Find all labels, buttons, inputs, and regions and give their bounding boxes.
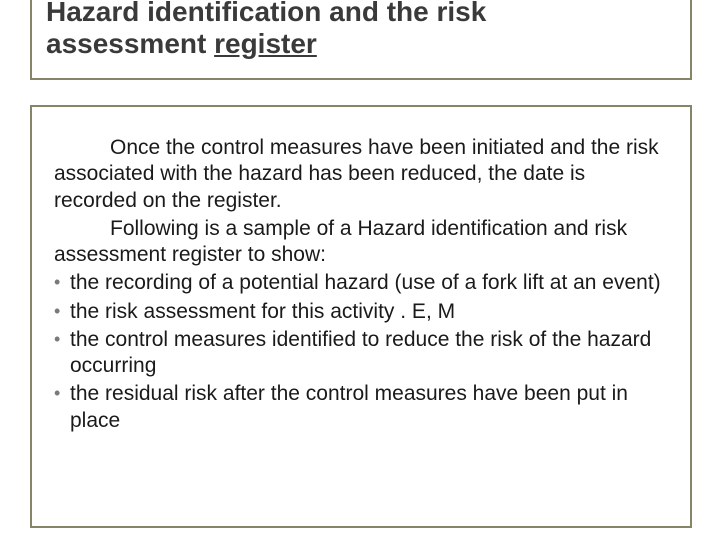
bullet-text: the recording of a potential hazard (use…: [70, 270, 668, 296]
paragraph-1-text: Once the control measures have been init…: [54, 136, 659, 212]
list-item: • the risk assessment for this activity …: [54, 299, 668, 325]
bullet-icon: •: [54, 299, 70, 323]
bullet-text: the residual risk after the control meas…: [70, 381, 668, 434]
list-item: • the control measures identified to red…: [54, 327, 668, 380]
bullet-icon: •: [54, 381, 70, 405]
bullet-icon: •: [54, 327, 70, 351]
page-title: Hazard identification and the risk asses…: [46, 0, 676, 60]
paragraph-1: Once the control measures have been init…: [54, 135, 668, 214]
list-item: • the residual risk after the control me…: [54, 381, 668, 434]
bullet-text: the risk assessment for this activity . …: [70, 299, 668, 325]
title-line-1: Hazard identification and the risk: [46, 0, 486, 27]
bullet-text: the control measures identified to reduc…: [70, 327, 668, 380]
title-line-2-plain: assessment: [46, 28, 214, 59]
body-container: Once the control measures have been init…: [30, 105, 692, 528]
paragraph-2-text: Following is a sample of a Hazard identi…: [54, 217, 627, 266]
bullet-list: • the recording of a potential hazard (u…: [54, 270, 668, 434]
list-item: • the recording of a potential hazard (u…: [54, 270, 668, 296]
paragraph-2: Following is a sample of a Hazard identi…: [54, 216, 668, 269]
title-container: Hazard identification and the risk asses…: [30, 0, 692, 80]
title-line-2-underlined: register: [214, 28, 317, 59]
bullet-icon: •: [54, 270, 70, 294]
